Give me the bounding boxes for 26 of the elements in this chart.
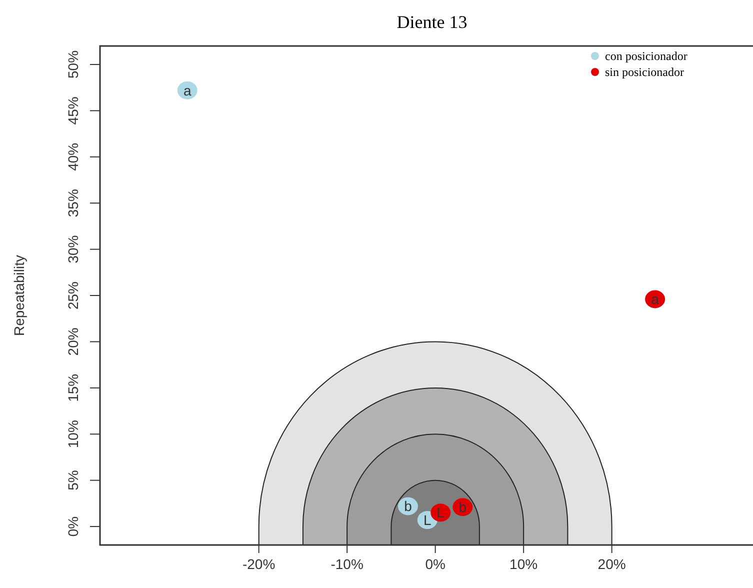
annotation: L <box>436 504 445 521</box>
annotation: b <box>458 499 467 516</box>
y-tick-label: 15% <box>65 374 81 402</box>
legend-label: con posicionador <box>605 49 688 63</box>
x-tick-label: 0% <box>425 556 446 572</box>
annotation: a <box>651 291 660 308</box>
y-tick-label: 25% <box>65 281 81 310</box>
y-tick-label: 30% <box>65 235 81 264</box>
y-tick-label: 20% <box>65 328 81 356</box>
y-tick-label: 0% <box>65 516 81 537</box>
annotation: b <box>404 498 412 514</box>
legend-label: sin posicionador <box>605 65 684 79</box>
x-tick-label: 20% <box>598 556 626 572</box>
y-tick-label: 10% <box>65 420 81 448</box>
y-tick-label: 35% <box>65 189 81 218</box>
x-tick-label: 10% <box>510 556 538 572</box>
y-tick-label: 45% <box>65 96 81 125</box>
x-tick-label: -20% <box>242 556 276 572</box>
y-tick-label: 50% <box>65 50 81 78</box>
annotation: L <box>423 512 432 528</box>
chart-title: Diente 13 <box>396 12 468 32</box>
y-axis-title: Repeatability <box>11 255 27 336</box>
annotation: a <box>183 82 192 98</box>
y-tick-label: 40% <box>65 142 81 171</box>
y-tick-label: 5% <box>65 470 81 490</box>
x-tick-label: -10% <box>330 556 364 572</box>
